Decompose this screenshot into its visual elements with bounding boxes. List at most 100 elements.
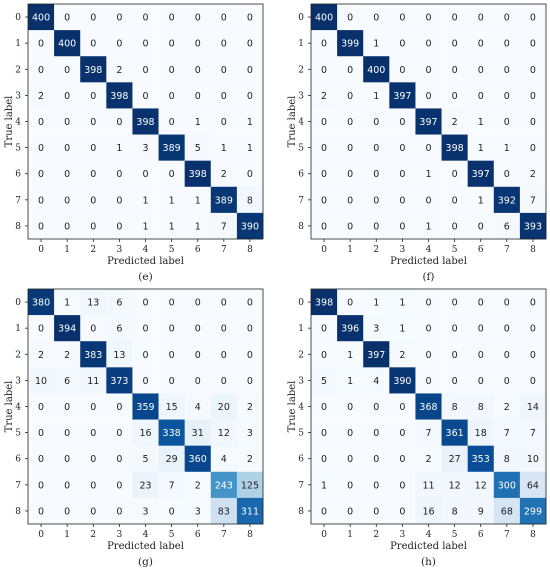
cell-value-label: 0 [64,480,70,491]
cell-value-label: 0 [530,91,536,102]
cell-value-label: 390 [241,221,259,232]
y-tick-label: 5 [15,144,21,154]
cell-value-label: 0 [399,117,405,128]
cell-value-label: 0 [425,195,431,206]
matrix-cell [210,186,238,214]
matrix-cell [519,419,547,446]
x-tick-label: 6 [195,530,201,540]
cell-value-label: 0 [504,324,510,335]
matrix-cell [210,393,238,420]
matrix-cell [184,497,212,525]
matrix-cell [184,315,212,342]
cell-value-label: 0 [399,454,405,465]
matrix-cell [389,134,416,161]
cell-value-label: 1 [195,117,201,128]
cell-value-label: 0 [64,117,70,128]
cell-value-label: 0 [478,298,484,309]
cell-value-label: 0 [64,506,70,517]
matrix-cell [80,30,107,57]
matrix-cell [184,30,212,57]
matrix-cell [28,419,55,446]
matrix-cell [184,341,212,368]
cell-value-label: 0 [221,117,227,128]
cell-value-label: 0 [452,65,458,76]
cell-value-label: 83 [218,506,230,517]
matrix-cell [236,497,264,525]
cell-value-label: 0 [425,39,431,50]
matrix-cell [236,445,264,473]
matrix-cell [184,212,212,240]
matrix-cell [337,419,364,446]
matrix-cell [54,4,81,31]
matrix-cell [28,4,55,31]
cell-value-label: 0 [195,324,201,335]
x-axis-label: Predicted label [107,541,184,552]
matrix-cell [519,186,547,214]
cell-value-label: 125 [241,480,259,491]
cell-value-label: 0 [169,117,175,128]
cell-value-label: 0 [247,39,253,50]
cell-value-label: 27 [449,454,461,465]
matrix-cell [493,4,521,31]
cell-value-label: 0 [116,480,122,491]
cell-value-label: 394 [58,324,76,335]
matrix-cell [519,160,547,188]
x-tick-label: 0 [38,245,44,255]
matrix-cell [80,367,107,394]
cell-value-label: 0 [347,91,353,102]
y-tick-label: 6 [15,170,21,180]
cell-value-label: 1 [142,195,148,206]
cell-value-label: 0 [321,195,327,206]
cell-value-label: 398 [84,65,102,76]
matrix-cell [106,341,133,368]
matrix-cell [158,212,185,240]
matrix-cell [158,82,185,109]
matrix-cell [311,445,338,473]
cell-value-label: 0 [399,506,405,517]
cell-value-label: 0 [321,65,327,76]
matrix-cell [363,289,390,316]
cell-value-label: 1 [373,298,379,309]
matrix-cell [415,367,442,394]
cell-value-label: 0 [373,195,379,206]
cell-value-label: 0 [425,143,431,154]
cell-value-label: 0 [347,480,353,491]
cell-value-label: 0 [530,143,536,154]
matrix-cell [80,289,107,316]
matrix-cell [467,341,495,368]
y-tick-label: 4 [15,403,21,413]
matrix-cell [28,82,55,109]
y-tick-label: 3 [15,91,21,101]
matrix-cell [415,82,442,109]
x-tick-label: 8 [530,530,536,540]
matrix-cell [415,341,442,368]
cell-value-label: 0 [373,428,379,439]
cell-value-label: 0 [530,117,536,128]
cell-value-label: 0 [373,221,379,232]
cell-value-label: 0 [425,13,431,24]
cell-value-label: 0 [399,428,405,439]
x-tick-label: 0 [321,530,327,540]
matrix-cell [337,393,364,420]
cell-value-label: 311 [241,506,259,517]
cell-value-label: 0 [64,195,70,206]
matrix-cell [415,212,442,240]
confusion-matrix-panel-0: 400 0 0 0 0 0 0 0 00 400 0 0 0 0 0 0 00 0 398 2 0 0 0 0 02 0 0 398 0… [4,3,264,283]
cell-value-label: 2 [425,454,431,465]
cell-value-label: 1 [195,195,201,206]
cell-value-label: 0 [247,169,253,180]
matrix-cell [467,82,495,109]
matrix-cell [210,497,238,525]
matrix-cell [158,315,185,342]
cell-value-label: 0 [373,169,379,180]
cell-value-label: 398 [446,143,464,154]
cell-value-label: 0 [504,13,510,24]
cell-value-label: 2 [195,480,201,491]
matrix-cell [210,160,238,188]
matrix-cell [210,4,238,31]
cell-value-label: 0 [399,143,405,154]
cell-value-label: 14 [527,402,539,413]
cell-value-label: 11 [422,480,434,491]
cell-value-label: 0 [452,324,458,335]
matrix-cell [337,30,364,57]
